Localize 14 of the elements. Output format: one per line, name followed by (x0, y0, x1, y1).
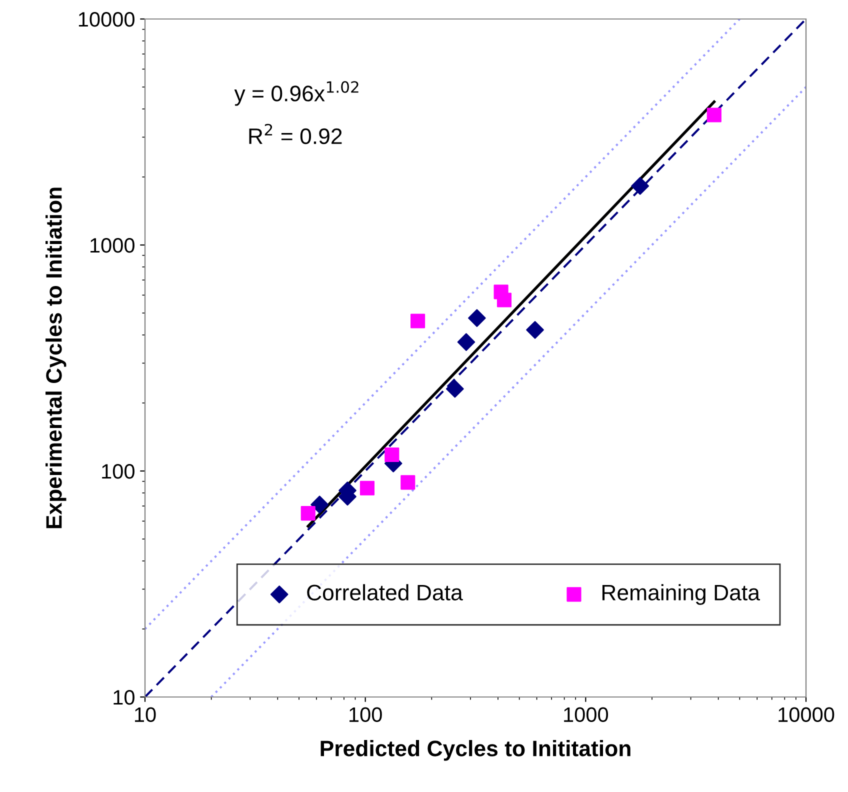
legend-label: Correlated Data (307, 584, 463, 600)
legend-label: Remaining Data (602, 584, 760, 605)
y-tick-label: 10 (114, 690, 134, 705)
annotation: R$^{2}$ = 0.92 (249, 124, 342, 144)
x-tick-label: 10 (135, 707, 156, 722)
annotation: y = 0.96x$^{1.02}$ (234, 81, 358, 106)
x-tick-label: 10000 (778, 707, 834, 722)
x-axis-title: Predicted Cycles to Inititation (320, 740, 630, 761)
y-tick-label: 100 (102, 464, 134, 479)
x-tick-label: 100 (350, 707, 382, 722)
y-tick-label: 1000 (90, 238, 134, 253)
x-tick-label: 1000 (564, 707, 608, 722)
y-axis-title: Experimental Cycles to Initiation (46, 188, 66, 528)
y-tick-label: 10000 (78, 12, 134, 27)
